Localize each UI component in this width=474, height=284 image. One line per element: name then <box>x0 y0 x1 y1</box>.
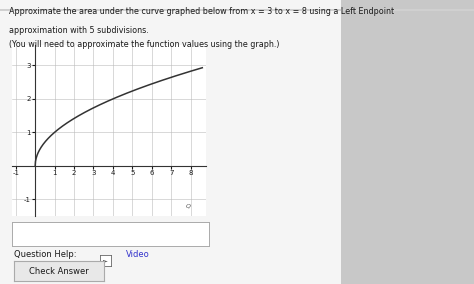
Text: Video: Video <box>126 250 149 260</box>
Text: Approximate the area under the curve graphed below from x = 3 to x = 8 using a L: Approximate the area under the curve gra… <box>9 7 394 16</box>
Text: ►: ► <box>103 258 108 263</box>
Text: (You will need to approximate the function values using the graph.): (You will need to approximate the functi… <box>9 40 280 49</box>
Text: Q: Q <box>185 203 190 208</box>
Text: Question Help:: Question Help: <box>14 250 77 260</box>
Text: Check Answer: Check Answer <box>29 267 89 276</box>
Text: approximation with 5 subdivisions.: approximation with 5 subdivisions. <box>9 26 149 35</box>
